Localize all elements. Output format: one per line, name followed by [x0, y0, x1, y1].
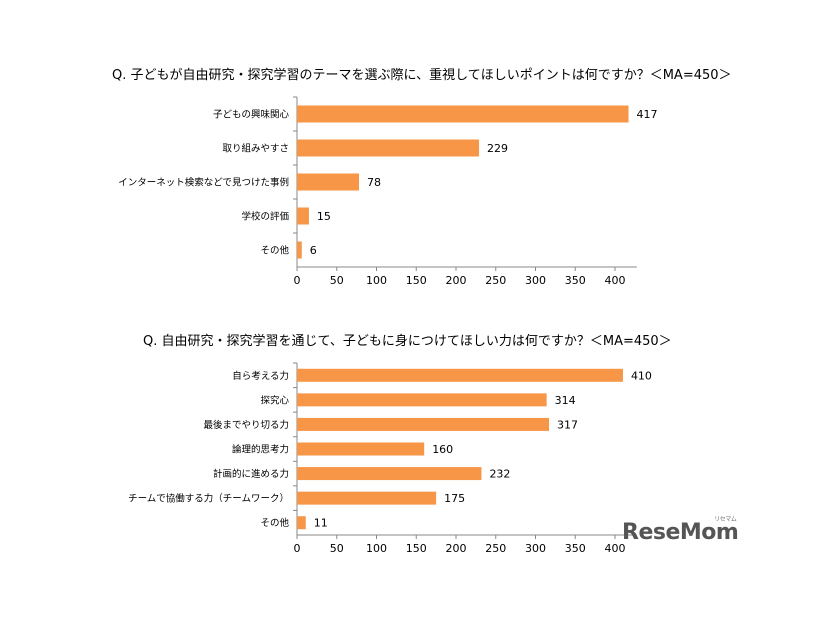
chart2-bar — [297, 417, 550, 431]
chart2-category-label: 探究心 — [260, 394, 289, 406]
chart2-value-label: 317 — [557, 418, 578, 431]
chart2-category-label: 論理的思考力 — [232, 444, 289, 456]
chart1-x-tick-label: 100 — [366, 274, 387, 287]
chart1-value-label: 229 — [487, 142, 508, 155]
chart1-value-label: 15 — [317, 210, 331, 223]
chart1-bar — [297, 207, 309, 225]
chart2-bar — [297, 516, 306, 530]
chart1-x-tick-label: 300 — [525, 274, 546, 287]
chart1-category-label: 学校の評価 — [241, 211, 289, 223]
watermark-text: ReseMom — [622, 520, 739, 545]
chart2-category-label: 計画的に進める力 — [213, 468, 289, 480]
chart2-x-tick-label: 100 — [366, 542, 387, 555]
chart1-category-label: 子どもの興味関心 — [213, 109, 290, 121]
chart2-x-tick-label: 300 — [525, 542, 546, 555]
chart2-value-label: 410 — [631, 369, 652, 382]
chart2-x-tick-label: 400 — [605, 542, 626, 555]
chart2-bar — [297, 442, 425, 456]
chart1-x-tick-label: 350 — [565, 274, 586, 287]
chart1-bar — [297, 105, 629, 123]
chart1-x-tick-label: 50 — [330, 274, 344, 287]
watermark-sub: リセマム — [714, 516, 737, 523]
chart2-x-tick-label: 50 — [330, 542, 344, 555]
chart2-title: Q. 自由研究・探究学習を通じて、子どもに身につけてほしい力は何ですか？＜MA=… — [143, 334, 672, 349]
chart1-bar — [297, 241, 302, 259]
chart2-category-label: その他 — [260, 517, 289, 529]
chart2-x-tick-label: 0 — [294, 542, 301, 555]
chart1-x-tick-label: 150 — [406, 274, 427, 287]
chart1-title: Q. 子どもが自由研究・探究学習のテーマを選ぶ際に、重視してほしいポイントは何で… — [112, 68, 732, 83]
chart2-category-label: 自ら考える力 — [232, 370, 289, 382]
chart1-x-tick-label: 200 — [446, 274, 467, 287]
chart1-bar — [297, 139, 480, 157]
chart2-value-label: 314 — [555, 394, 576, 407]
chart2-bar — [297, 491, 437, 505]
chart2-bar — [297, 393, 547, 407]
chart2-value-label: 175 — [444, 492, 465, 505]
chart1-value-label: 417 — [637, 108, 658, 121]
chart1-plot: 子どもの興味関心 417 取り組みやすさ 229 インターネット検索などで見つけた事例 7… — [118, 96, 658, 287]
chart2-value-label: 232 — [489, 468, 510, 481]
chart2-category-label: チームで協働する力（チームワーク） — [128, 493, 289, 505]
chart1-category-label: インターネット検索などで見つけた事例 — [118, 177, 289, 189]
chart2-x-tick-label: 150 — [406, 542, 427, 555]
chart2-x-tick-label: 200 — [446, 542, 467, 555]
chart1-x-tick-label: 0 — [294, 274, 301, 287]
resemom-logo: ReseMom リセマム — [622, 516, 739, 545]
chart2-category-label: 最後までやり切る力 — [203, 419, 289, 431]
chart1-value-label: 78 — [367, 176, 381, 189]
chart2-value-label: 160 — [432, 443, 453, 456]
chart1-x-tick-label: 400 — [605, 274, 626, 287]
chart2-x-tick-label: 250 — [485, 542, 506, 555]
chart1-bar — [297, 173, 360, 191]
chart1-value-label: 6 — [310, 244, 317, 257]
chart2-x-tick-label: 350 — [565, 542, 586, 555]
chart2-bar — [297, 368, 623, 382]
chart1-category-label: 取り組みやすさ — [222, 143, 289, 155]
chart1-category-label: その他 — [260, 245, 289, 257]
chart2-value-label: 11 — [314, 517, 328, 530]
chart1-x-tick-label: 250 — [485, 274, 506, 287]
chart2-bar — [297, 467, 482, 481]
